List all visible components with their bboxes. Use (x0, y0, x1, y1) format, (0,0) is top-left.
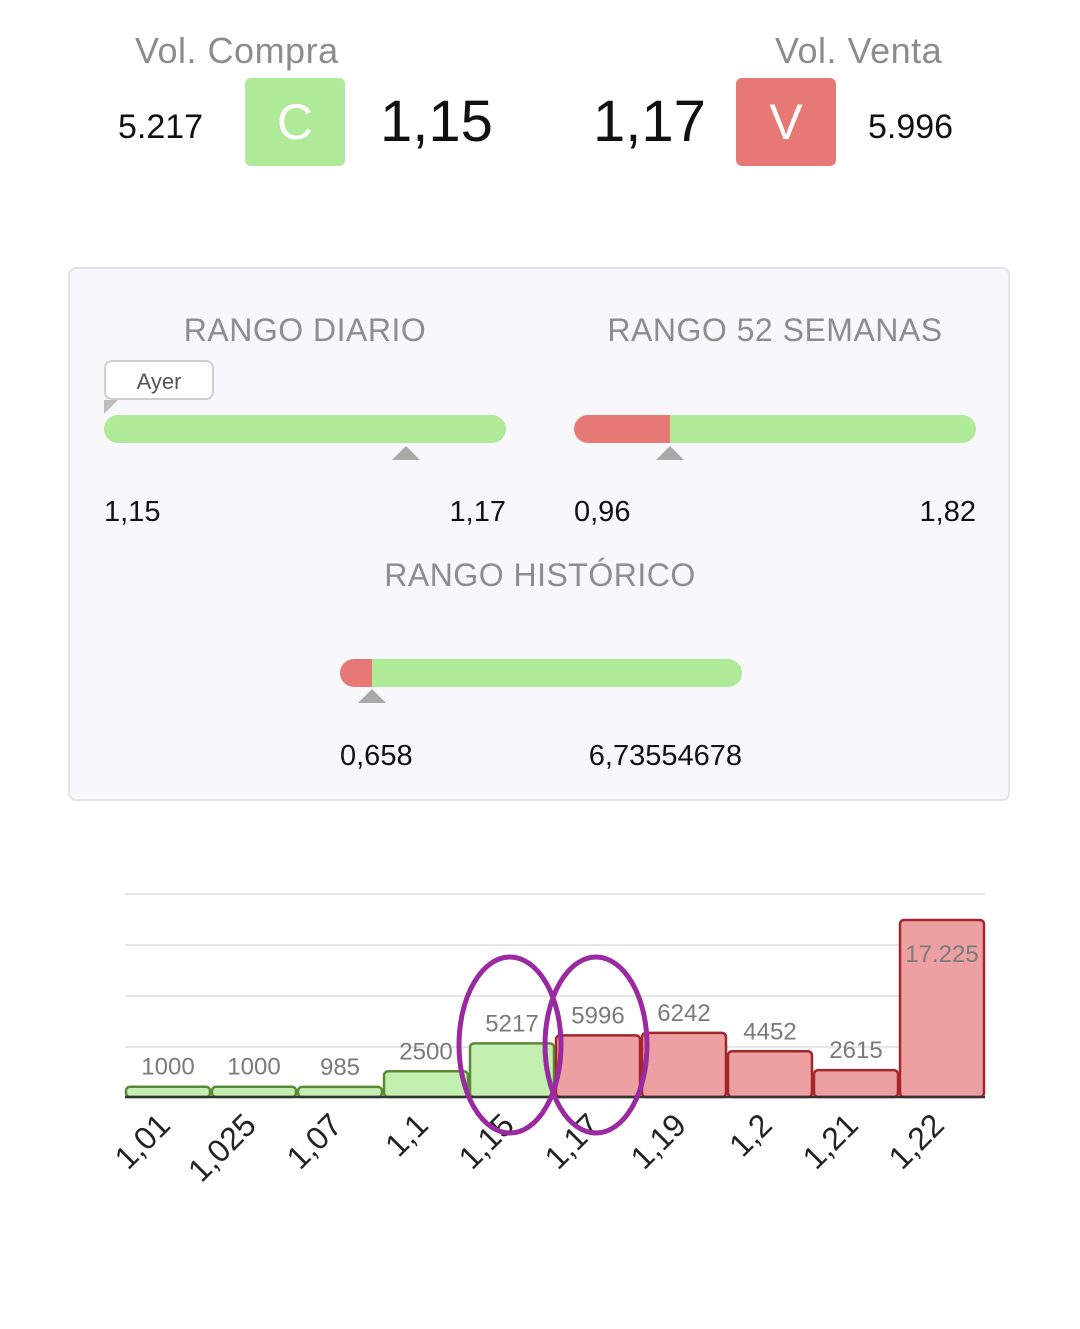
chart-value-label: 2500 (399, 1038, 452, 1065)
chart-bar (210, 1085, 298, 1099)
chart-value-label: 1000 (227, 1054, 280, 1081)
sell-volume-label: Vol. Venta (775, 30, 943, 71)
chart-value-label: 4452 (743, 1018, 796, 1045)
chart-bar (382, 1070, 470, 1099)
daily-range-marker-icon (391, 446, 420, 460)
chart-tick-label: 1,17 (537, 1106, 606, 1175)
weeks52-range-marker-icon (656, 446, 685, 460)
buy-button[interactable]: C (245, 78, 345, 166)
weeks52-range-bar (574, 415, 976, 443)
historic-range-min: 0,658 (340, 740, 413, 772)
weeks52-range-min: 0,96 (574, 496, 631, 528)
chart-tick-label: 1,07 (279, 1106, 348, 1175)
chart-tick-label: 1,15 (451, 1106, 520, 1175)
chart-value-label: 5996 (571, 1002, 624, 1029)
tooltip-pointer-icon (104, 400, 118, 414)
historic-range-max: 6,73554678 (588, 740, 742, 772)
chart-bar (640, 1031, 728, 1099)
chart-tick-label: 1,19 (623, 1106, 692, 1175)
chart-tick-label: 1,2 (722, 1106, 779, 1163)
chart-bar (468, 1042, 556, 1099)
weeks52-range-green-segment (670, 415, 976, 443)
chart-bar (812, 1068, 900, 1099)
yesterday-tooltip: Ayer (104, 360, 214, 400)
historic-range-title: RANGO HISTÓRICO (384, 557, 696, 593)
weeks52-range-red-segment (574, 415, 671, 443)
chart-tick-label: 1,01 (107, 1106, 176, 1175)
historic-range-marker-icon (358, 689, 387, 703)
daily-range-green-segment (104, 415, 506, 443)
daily-range-title: RANGO DIARIO (183, 312, 427, 348)
chart-value-label: 6242 (657, 1000, 710, 1027)
historic-range-red-segment (340, 659, 373, 687)
chart-bar (726, 1050, 814, 1099)
chart-value-label: 1000 (141, 1054, 194, 1081)
chart-tick-label: 1,22 (881, 1106, 950, 1175)
highlight-ellipse (542, 954, 650, 1136)
ranges-panel (68, 267, 1010, 801)
sell-price: 1,17 (593, 89, 706, 154)
chart-bar (296, 1085, 384, 1099)
daily-range-max: 1,17 (449, 496, 506, 528)
daily-range-min: 1,15 (104, 496, 161, 528)
weeks52-range-title: RANGO 52 SEMANAS (607, 312, 943, 348)
chart-value-label: 985 (320, 1054, 360, 1081)
chart-value-label: 5217 (485, 1010, 538, 1037)
historic-range-green-segment (372, 659, 742, 687)
sell-volume-value: 5.996 (868, 108, 954, 146)
chart-tick-label: 1,025 (181, 1106, 263, 1188)
buy-volume-value: 5.217 (118, 108, 204, 146)
highlight-ellipse (456, 954, 564, 1136)
buy-price: 1,15 (380, 89, 493, 154)
weeks52-range-max: 1,82 (919, 496, 976, 528)
historic-range-bar (340, 659, 742, 687)
chart-bar (554, 1034, 642, 1099)
volume-distribution-chart: 1000 1,01 1000 1,025 985 1,07 2500 1,1 5217 1,15 5… (107, 893, 986, 1189)
chart-bar (124, 1085, 212, 1099)
buy-volume-label: Vol. Compra (135, 30, 339, 71)
daily-range-bar (104, 415, 506, 443)
chart-value-label: 17.225 (905, 941, 978, 968)
chart-value-label: 2615 (829, 1037, 882, 1064)
chart-tick-label: 1,1 (378, 1106, 435, 1163)
chart-tick-label: 1,21 (795, 1106, 864, 1175)
sell-button[interactable]: V (736, 78, 836, 166)
